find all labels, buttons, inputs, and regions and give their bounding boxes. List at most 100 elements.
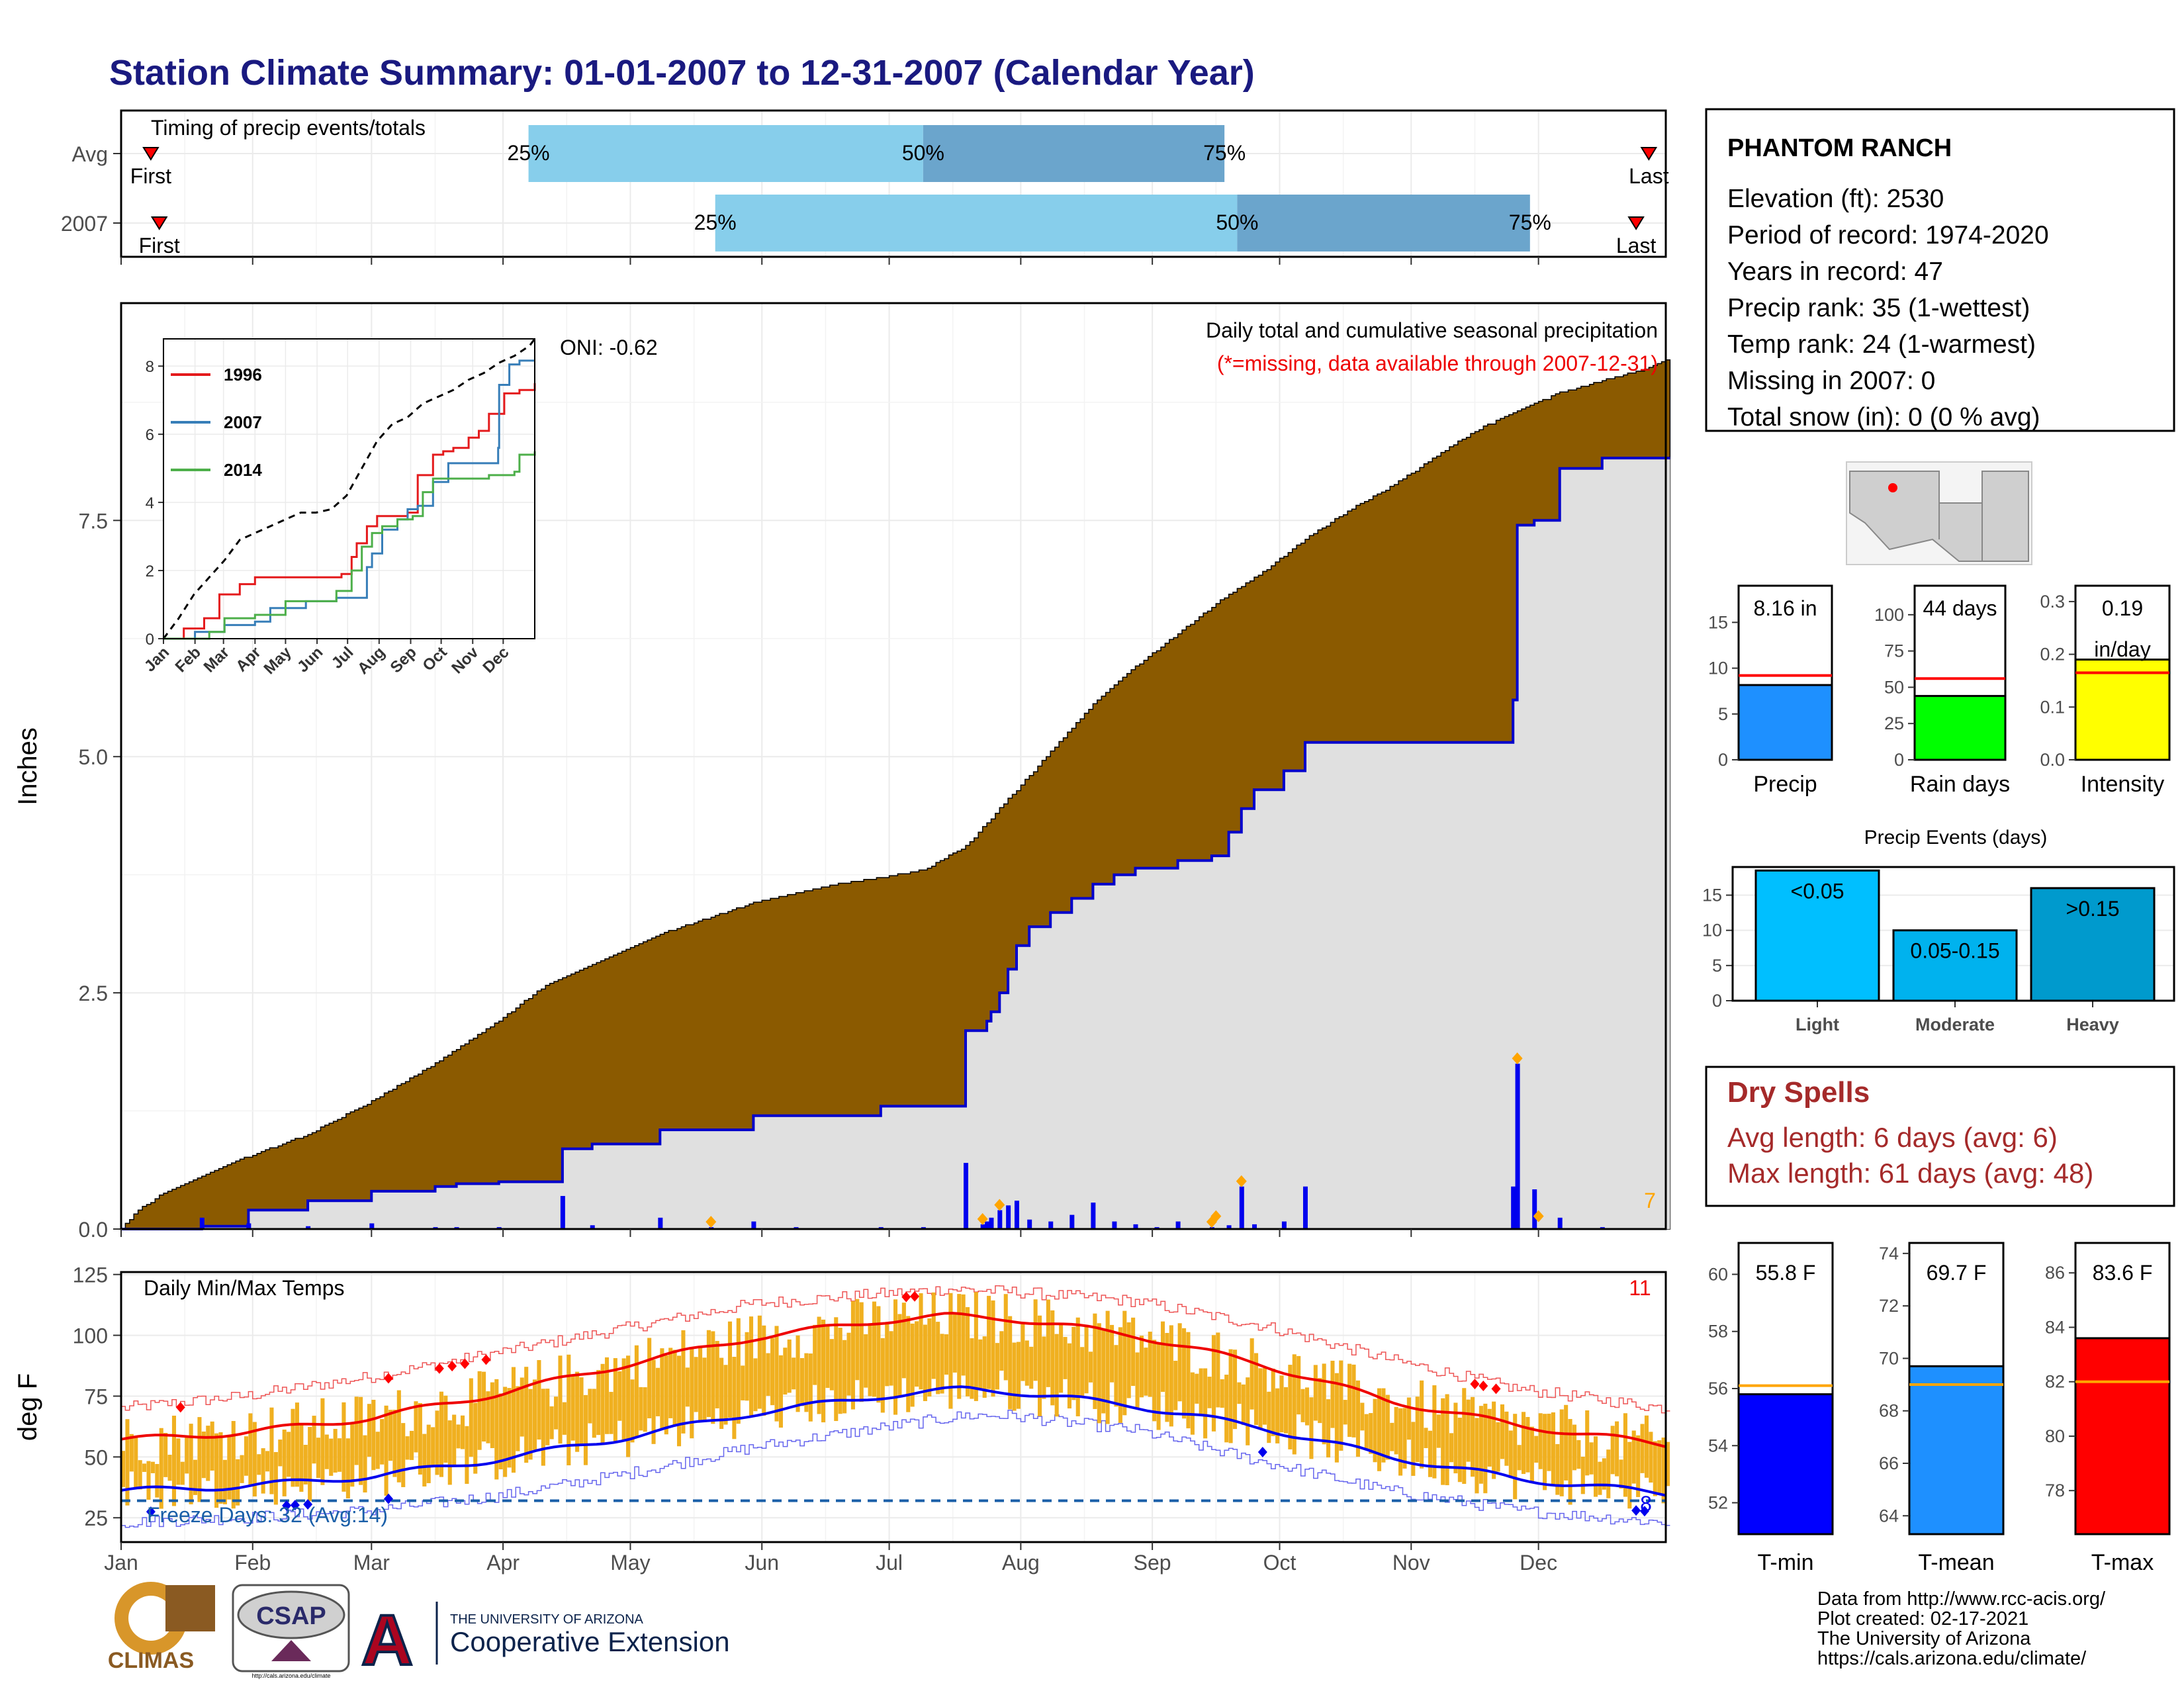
daily-temp-bar [1097,1323,1101,1424]
daily-temp-bar [1046,1299,1050,1387]
daily-temp-bar [1160,1321,1165,1393]
daily-temp-bar [1199,1368,1203,1415]
daily-temp-bar [1029,1346,1034,1389]
daily-temp-bar [1131,1317,1136,1387]
daily-temp-bar [273,1451,278,1505]
daily-temp-bar [477,1371,482,1450]
daily-temp-bar [1623,1413,1627,1497]
inset-series-2007-line [163,359,535,640]
daily-temp-bar [1216,1332,1220,1408]
daily-precip-bar [1133,1224,1138,1229]
first-event-marker [142,147,159,161]
daily-precip-bar [751,1221,756,1229]
daily-temp-bar [621,1358,626,1441]
daily-temp-bar [1075,1317,1080,1416]
timing-bar-50-75 [1237,195,1530,251]
station-name: PHANTOM RANCH [1727,134,1952,162]
daily-temp-bar [494,1379,499,1480]
daily-temp-bar [338,1438,342,1472]
daily-temp-bar [897,1314,902,1396]
daily-temp-bar [163,1433,168,1477]
daily-precip-bar [1112,1221,1117,1229]
temp-bar-frame [2074,1242,2171,1535]
daily-temp-bar [1012,1342,1017,1411]
temp-y-tick-label: 75 [84,1385,108,1408]
daily-temp-bar [651,1359,656,1444]
record-low-marker [303,1499,313,1510]
daily-temp-bar [1564,1404,1569,1481]
station-precip-rank: Precip rank: 35 (1-wettest) [1727,294,2030,322]
temp-bar-tick-label: 78 [2045,1481,2065,1500]
daily-temp-bar [375,1432,380,1469]
daily-temp-bar [579,1377,584,1445]
timing-panel: 25% 50% 75% First Last Avg 25% 50% 75% First Last 2… [61,109,1669,258]
month-axis: Jan Feb Mar Apr May Jun Jul Aug Sep Oct Nov Dec [104,257,1557,1575]
daily-temp-bar [855,1299,860,1381]
timing-bar-25-50 [715,195,1238,251]
daily-temp-bar [774,1326,779,1422]
daily-temp-bar [1543,1414,1547,1490]
daily-precip-bar [590,1225,595,1229]
daily-temp-bar [1585,1410,1590,1476]
page-title: Station Climate Summary: 01-01-2007 to 1… [109,53,1255,93]
daily-precip-bar [560,1196,565,1229]
events-tick-label: 0 [1712,991,1722,1011]
record-high-marker [383,1373,393,1384]
daily-temp-bar [694,1357,698,1412]
daily-temp-bar [1322,1363,1326,1445]
daily-temp-bar [312,1416,316,1464]
daily-temp-bar [672,1349,677,1426]
daily-temp-bar [418,1402,422,1475]
csap-logo-text: CSAP [256,1602,326,1630]
month-label: Mar [353,1551,390,1575]
mini-bar-value: 0.19 [2102,596,2143,620]
temp-y-axis-label: deg F [13,1373,42,1441]
month-label: Sep [1134,1551,1171,1575]
daily-temp-bar [1182,1328,1187,1419]
daily-temp-bar [1195,1373,1199,1404]
daily-temp-bar [227,1435,232,1500]
daily-temp-bar [482,1371,486,1442]
events-tick-label: 15 [1702,886,1722,905]
mini-bar-tick-label: 50 [1884,677,1904,697]
climas-logo: CLIMAS [108,1582,215,1673]
temp-bar-tick-label: 56 [1708,1379,1728,1398]
daily-temp-bar [1063,1337,1068,1379]
station-elevation: Elevation (ft): 2530 [1727,185,1944,213]
daily-precip-bar [1511,1186,1516,1229]
daily-temp-bar [1513,1414,1518,1500]
daily-temp-bar [1534,1436,1539,1463]
daily-temp-bar [1033,1299,1038,1381]
daily-temp-bar [1334,1373,1339,1463]
daily-precip-bar [1014,1201,1019,1229]
daily-temp-bar [516,1386,520,1451]
daily-temp-bar [1551,1412,1555,1485]
daily-temp-bar [345,1438,350,1498]
daily-temp-bar [702,1357,707,1422]
record-high-marker [434,1363,444,1374]
record-high-marker [1470,1379,1480,1390]
month-label: Jun [745,1551,779,1575]
mini-bar-tick-label: 0.1 [2040,697,2065,717]
daily-temp-bar [435,1410,439,1475]
daily-temp-bar [1093,1313,1097,1409]
daily-temp-bar [1428,1430,1432,1477]
daily-temp-bar [1220,1379,1224,1408]
temp-bar-tick-label: 66 [1879,1453,1899,1473]
credit-url: https://cals.arizona.edu/climate/ [1817,1648,2087,1669]
daily-temp-bar [1254,1353,1259,1426]
daily-temp-bar [1559,1409,1564,1496]
daily-temp-bar [799,1358,805,1406]
daily-temp-bar [405,1436,410,1460]
precip-y-axis-label: Inches [13,727,42,805]
daily-precip-bar [1175,1221,1181,1229]
daily-temp-bar [1377,1388,1382,1471]
daily-temp-bar [817,1316,821,1414]
daily-temp-bar [1152,1340,1157,1422]
mini-bar-tick-label: 25 [1884,713,1904,733]
event-bar-label: Heavy [2066,1015,2119,1034]
daily-temp-bar [1232,1349,1238,1430]
daily-temp-bar [592,1389,596,1438]
daily-temp-bar [1122,1310,1127,1416]
